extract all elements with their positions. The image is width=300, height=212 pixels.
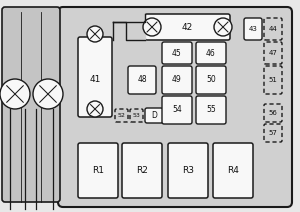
FancyBboxPatch shape — [128, 66, 156, 94]
Circle shape — [214, 18, 232, 36]
FancyBboxPatch shape — [2, 7, 60, 202]
FancyBboxPatch shape — [244, 18, 262, 40]
FancyBboxPatch shape — [168, 143, 208, 198]
FancyBboxPatch shape — [213, 143, 253, 198]
Polygon shape — [113, 14, 145, 40]
FancyBboxPatch shape — [122, 143, 162, 198]
Circle shape — [87, 101, 103, 117]
FancyBboxPatch shape — [162, 66, 192, 94]
FancyBboxPatch shape — [58, 7, 292, 207]
FancyBboxPatch shape — [196, 42, 226, 64]
Text: R2: R2 — [136, 166, 148, 175]
Text: 52: 52 — [118, 113, 125, 118]
FancyBboxPatch shape — [78, 143, 118, 198]
Text: 48: 48 — [137, 75, 147, 85]
Circle shape — [87, 26, 103, 42]
Text: 51: 51 — [268, 77, 278, 83]
Text: 56: 56 — [268, 110, 278, 116]
Text: R3: R3 — [182, 166, 194, 175]
FancyBboxPatch shape — [196, 66, 226, 94]
Text: 55: 55 — [206, 106, 216, 114]
FancyBboxPatch shape — [162, 42, 192, 64]
FancyBboxPatch shape — [145, 14, 230, 40]
Text: R1: R1 — [92, 166, 104, 175]
FancyBboxPatch shape — [145, 108, 163, 123]
Text: 47: 47 — [268, 50, 278, 56]
Text: 49: 49 — [172, 75, 182, 85]
Text: D: D — [151, 111, 157, 120]
Text: 46: 46 — [206, 49, 216, 57]
Text: 43: 43 — [249, 26, 257, 32]
Text: 57: 57 — [268, 130, 278, 136]
Text: R4: R4 — [227, 166, 239, 175]
Text: 41: 41 — [89, 74, 101, 84]
FancyBboxPatch shape — [162, 96, 192, 124]
Circle shape — [143, 18, 161, 36]
Circle shape — [0, 79, 30, 109]
Text: 54: 54 — [172, 106, 182, 114]
Text: 50: 50 — [206, 75, 216, 85]
FancyBboxPatch shape — [78, 37, 112, 117]
Text: 42: 42 — [182, 22, 193, 32]
FancyBboxPatch shape — [196, 96, 226, 124]
Text: 44: 44 — [268, 26, 278, 32]
Text: 53: 53 — [133, 113, 140, 118]
Text: 45: 45 — [172, 49, 182, 57]
Circle shape — [33, 79, 63, 109]
